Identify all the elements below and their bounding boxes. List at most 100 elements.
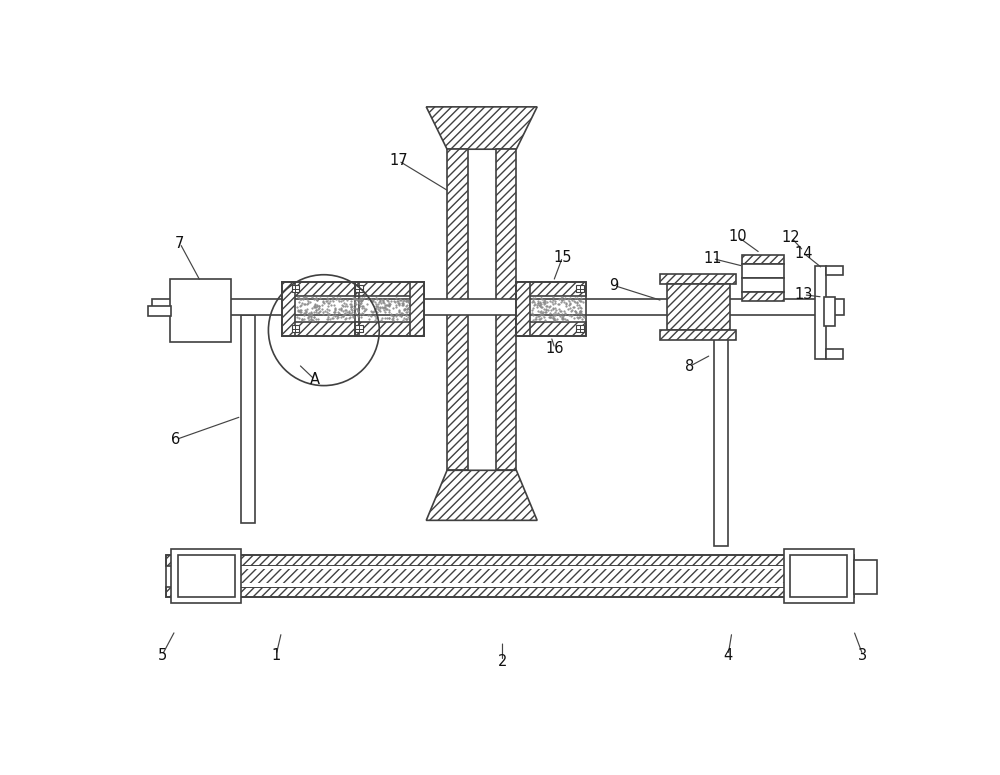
Point [320, 313, 336, 326]
Point [393, 294, 409, 306]
Point [554, 311, 570, 323]
Text: A: A [310, 372, 320, 387]
Point [335, 300, 351, 312]
Point [349, 293, 365, 305]
Point [325, 312, 341, 324]
Point [370, 303, 386, 315]
Point [536, 311, 552, 323]
Point [537, 294, 553, 307]
Point [368, 299, 384, 312]
Point [530, 297, 546, 309]
Point [377, 301, 393, 314]
Bar [516, 281, 586, 295]
Point [545, 312, 561, 324]
Point [396, 304, 412, 316]
Point [525, 293, 541, 305]
Point [539, 296, 555, 308]
Bar [496, 150, 516, 470]
Point [375, 295, 391, 308]
Point [326, 306, 342, 319]
Point [296, 307, 312, 319]
Point [321, 297, 337, 309]
Point [532, 296, 548, 308]
Bar [208, 566, 811, 587]
Point [552, 309, 568, 322]
Point [343, 301, 359, 313]
Point [363, 293, 379, 305]
Point [355, 308, 371, 321]
Point [328, 292, 344, 305]
Point [558, 300, 574, 312]
Point [293, 304, 309, 316]
Point [529, 299, 545, 312]
Bar [516, 281, 586, 336]
Point [397, 303, 413, 315]
Point [351, 294, 367, 306]
Point [323, 299, 339, 312]
Point [307, 298, 323, 310]
Point [291, 292, 307, 305]
Point [385, 314, 401, 326]
Point [533, 291, 549, 304]
Point [322, 313, 338, 326]
Point [308, 303, 324, 315]
Point [526, 295, 542, 308]
Point [339, 294, 355, 306]
Point [524, 296, 540, 308]
Point [337, 307, 353, 319]
Point [385, 312, 401, 325]
Point [569, 296, 585, 308]
Point [304, 308, 320, 320]
Point [380, 295, 396, 308]
Point [354, 300, 370, 312]
Point [374, 293, 390, 305]
Point [359, 298, 375, 310]
Point [542, 300, 558, 312]
Point [296, 291, 312, 304]
Point [324, 312, 340, 324]
Point [331, 307, 347, 319]
Point [305, 314, 321, 326]
Point [534, 301, 550, 313]
Point [368, 291, 384, 304]
Point [398, 312, 414, 325]
Point [377, 299, 393, 312]
Point [391, 305, 407, 317]
Text: 17: 17 [389, 153, 408, 168]
Point [535, 309, 551, 322]
Point [344, 299, 360, 312]
Point [296, 298, 312, 310]
Point [532, 312, 548, 325]
Point [303, 307, 319, 319]
Point [368, 302, 384, 315]
Point [351, 297, 367, 309]
Point [297, 304, 313, 316]
Point [308, 306, 324, 319]
Bar [355, 325, 363, 332]
Bar [170, 279, 231, 343]
Point [319, 292, 335, 305]
Point [311, 300, 327, 312]
Point [394, 299, 410, 312]
Point [306, 311, 322, 323]
Point [376, 301, 392, 313]
Bar [166, 587, 854, 598]
Point [369, 300, 385, 312]
Point [543, 311, 559, 323]
Point [338, 304, 354, 316]
Point [308, 291, 324, 304]
Point [347, 302, 363, 315]
Point [367, 302, 383, 315]
Point [387, 296, 403, 308]
Point [304, 291, 320, 304]
Point [333, 301, 349, 314]
Point [309, 294, 325, 306]
Bar [742, 291, 784, 301]
Point [568, 306, 584, 319]
Bar [355, 284, 363, 292]
Bar [854, 560, 877, 594]
Point [572, 295, 588, 308]
Point [290, 304, 306, 316]
Point [542, 307, 558, 319]
Point [381, 305, 397, 318]
